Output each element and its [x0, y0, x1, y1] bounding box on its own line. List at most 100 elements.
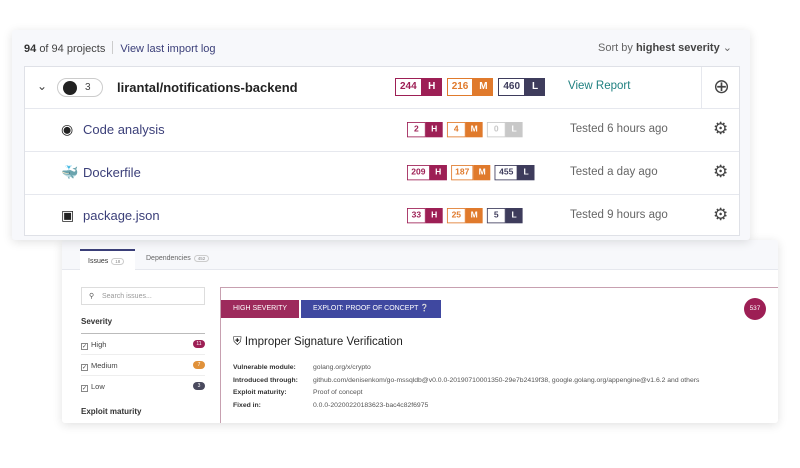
repo-count-pill: 3	[57, 78, 103, 97]
vulnerability-meta: Vulnerable module: golang.org/x/crypto In…	[233, 362, 699, 412]
checkbox-icon[interactable]: ✓	[81, 364, 88, 371]
target-name[interactable]: package.json	[83, 208, 160, 223]
project-table: ⌄ 3 lirantal/notifications-backend 244 H …	[24, 66, 740, 236]
count: 2	[407, 122, 426, 138]
filter-count: 7	[193, 361, 205, 369]
sort-dropdown[interactable]: Sort by highest severity ⌄	[598, 41, 732, 54]
divider	[112, 41, 114, 54]
filter-low[interactable]: ✓ Low 3	[81, 375, 205, 396]
target-name[interactable]: Code analysis	[83, 122, 165, 137]
tab-count: 18	[111, 258, 125, 265]
exploit-tag-label: EXPLOIT: PROOF OF CONCEPT	[313, 305, 419, 312]
meta-key: Exploit maturity:	[233, 389, 287, 396]
help-icon[interactable]: ❔	[420, 305, 429, 312]
medium-badge: 25 M	[446, 208, 483, 224]
filter-high[interactable]: ✓ High 11	[81, 333, 205, 354]
sort-prefix: Sort by	[598, 42, 633, 54]
high-badge: 33 H	[407, 208, 443, 224]
import-log-link[interactable]: View last import log	[120, 43, 216, 55]
label: H	[429, 165, 447, 181]
tab-label: Issues	[88, 258, 109, 265]
tab-dependencies[interactable]: Dependencies 452	[138, 248, 217, 270]
gear-icon[interactable]: ⚙	[713, 119, 729, 138]
issues-panel: Issues 18 Dependencies 452 ⚲ Search issues.…	[62, 240, 778, 423]
filter-medium[interactable]: ✓ Medium 7	[81, 354, 205, 375]
title-text: Improper Signature Verification	[244, 336, 403, 348]
repo-count: 3	[85, 82, 91, 93]
severity-heading: Severity	[81, 317, 113, 326]
projects-panel: 94 of 94 projects View last import log So…	[12, 30, 750, 240]
target-name[interactable]: Dockerfile	[83, 165, 141, 180]
project-name[interactable]: lirantal/notifications-backend	[117, 80, 298, 95]
gear-icon[interactable]: ⚙	[713, 162, 729, 181]
severity-badges: 209 H 187 M 455 L	[407, 165, 535, 181]
filter-label: Low	[91, 382, 105, 391]
filter-label: Medium	[91, 361, 118, 370]
label: H	[421, 78, 442, 96]
low-badge: 460 L	[498, 78, 546, 96]
sort-value: highest severity	[635, 42, 720, 54]
tested-time: Tested 6 hours ago	[570, 123, 668, 135]
count-text: of 94 projects	[39, 43, 106, 55]
count: 460	[498, 78, 526, 96]
medium-badge: 216 M	[446, 78, 494, 96]
medium-badge: 187 M	[450, 165, 491, 181]
add-icon[interactable]: ⊕	[701, 67, 741, 109]
filter-label: High	[91, 340, 107, 349]
search-icon: ⚲	[89, 293, 95, 300]
label: M	[473, 165, 491, 181]
view-report-link[interactable]: View Report	[568, 80, 631, 92]
meta-key: Vulnerable module:	[233, 364, 296, 371]
gear-icon[interactable]: ⚙	[713, 205, 729, 224]
priority-score: 537	[744, 298, 766, 320]
label: M	[465, 208, 483, 224]
code-icon: ◉	[61, 121, 74, 137]
tab-bar: Issues 18 Dependencies 452	[62, 240, 778, 271]
count: 209	[407, 165, 430, 181]
search-input[interactable]: ⚲ Search issues...	[81, 287, 205, 305]
meta-key: Fixed in:	[233, 401, 261, 409]
label: M	[465, 122, 483, 138]
filter-count: 11	[193, 340, 205, 348]
chevron-down-icon[interactable]: ⌄	[37, 79, 48, 93]
vulnerability-title[interactable]: ⛨ Improper Signature Verification	[233, 336, 403, 349]
severity-badges: 244 H 216 M 460 L	[395, 78, 546, 96]
high-badge: 209 H	[407, 165, 447, 181]
label: H	[425, 208, 443, 224]
count: 94	[24, 43, 37, 55]
high-badge: 244 H	[395, 78, 442, 96]
label: H	[425, 122, 443, 138]
npm-icon: ▣	[61, 207, 75, 223]
checkbox-icon[interactable]: ✓	[81, 385, 88, 392]
count: 244	[395, 78, 422, 96]
target-row[interactable]: 🐳 Dockerfile 209 H 187 M 455 L Tested a day…	[25, 152, 739, 195]
vulnerability-card: HIGH SEVERITY EXPLOIT: PROOF OF CONCEPT …	[220, 287, 778, 423]
severity-tag: HIGH SEVERITY	[221, 300, 300, 318]
tab-label: Dependencies	[146, 255, 191, 262]
count: 216	[446, 78, 474, 96]
exploit-tag[interactable]: EXPLOIT: PROOF OF CONCEPT ❔	[301, 300, 441, 318]
meta-value: github.com/denisenkom/go-mssqldb@v0.0.0-…	[313, 376, 700, 384]
low-badge: 455 L	[494, 165, 535, 181]
checkbox-icon[interactable]: ✓	[81, 343, 88, 350]
github-icon	[63, 81, 77, 95]
chevron-down-icon: ⌄	[722, 42, 732, 54]
meta-value: 0.0.0-20200220183623-bac4c82f6975	[313, 401, 429, 409]
tested-time: Tested a day ago	[570, 166, 658, 178]
tab-issues[interactable]: Issues 18	[80, 249, 135, 271]
project-count: 94 of 94 projects View last import log	[24, 41, 216, 55]
count: 33	[407, 208, 426, 224]
count: 25	[446, 208, 466, 224]
meta-value: golang.org/x/crypto	[313, 364, 371, 371]
count: 187	[450, 165, 474, 181]
exploit-heading: Exploit maturity	[81, 407, 142, 416]
label: M	[473, 78, 494, 96]
project-row[interactable]: ⌄ 3 lirantal/notifications-backend 244 H …	[25, 67, 739, 109]
